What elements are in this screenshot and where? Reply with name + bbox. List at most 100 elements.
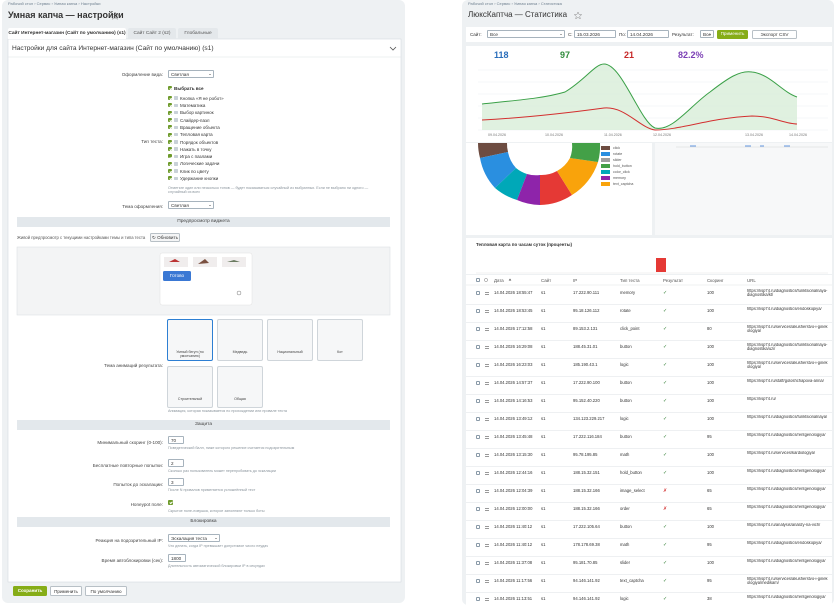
row-menu[interactable]: [485, 291, 489, 295]
checkbox[interactable]: [476, 278, 480, 282]
checkbox[interactable]: [168, 139, 172, 144]
checkbox[interactable]: [476, 327, 480, 331]
url-link[interactable]: https://lisp74.ru/diagnostics/rentgenolo…: [747, 594, 826, 599]
row-menu[interactable]: [485, 507, 489, 511]
checkbox[interactable]: [476, 597, 480, 601]
checkbox[interactable]: [476, 363, 480, 367]
checkbox[interactable]: [168, 110, 172, 115]
url-link[interactable]: https://lisp74.ru/diagnostics/funktsiona…: [747, 288, 828, 298]
mascot-option[interactable]: [167, 319, 213, 361]
select[interactable]: Светлая: [168, 201, 214, 209]
row-menu[interactable]: [485, 579, 489, 583]
text-input[interactable]: 70: [168, 436, 184, 444]
button[interactable]: Применить: [717, 30, 748, 39]
checkbox[interactable]: [168, 161, 172, 166]
url-link[interactable]: https://lisp74.ru/diagnostics/rentgenolo…: [747, 432, 826, 437]
text-input[interactable]: 3: [168, 478, 184, 486]
row-menu[interactable]: [485, 597, 489, 601]
mascot-option[interactable]: [267, 319, 313, 361]
checkbox[interactable]: [168, 96, 172, 100]
table-cell: s1: [541, 542, 546, 547]
text-input[interactable]: 15.03.2026: [574, 30, 616, 38]
mascot-option[interactable]: [317, 319, 363, 361]
row-menu[interactable]: [485, 543, 489, 547]
button[interactable]: ↻ Обновить: [150, 233, 180, 242]
checkbox[interactable]: [168, 154, 172, 159]
row-menu[interactable]: [485, 345, 489, 349]
url-link[interactable]: https://lisp74.ru/services/akusherstvo-i…: [747, 576, 828, 586]
checkbox[interactable]: [168, 132, 172, 137]
select[interactable]: Светлая: [168, 70, 214, 78]
url-link[interactable]: https://lisp74.ru/diagnostics/rentgenolo…: [747, 486, 826, 491]
checkbox[interactable]: [476, 435, 480, 439]
url-link[interactable]: https://lisp74.ru/diagnostics/rentgenolo…: [747, 504, 826, 509]
checkbox[interactable]: [476, 417, 480, 421]
checkbox[interactable]: [476, 543, 480, 547]
checkbox[interactable]: [168, 117, 172, 122]
checkbox[interactable]: [476, 489, 480, 493]
url-link[interactable]: https://lisp74.ru/diagnostics/funktsiona…: [747, 342, 828, 352]
url-link[interactable]: https://lisp74.ru/services/kardiologiya/: [747, 450, 816, 455]
tab[interactable]: Глобальные: [178, 28, 218, 39]
url-link[interactable]: https://lisp74.ru/: [747, 396, 776, 401]
button[interactable]: Сохранить: [13, 586, 47, 596]
checkbox[interactable]: [168, 147, 172, 152]
row-menu[interactable]: [485, 525, 489, 529]
checkbox[interactable]: [476, 453, 480, 457]
row-menu[interactable]: [485, 489, 489, 493]
checkbox[interactable]: [168, 500, 173, 505]
url-link[interactable]: https://lisp74.ru/staff/goloshchapova-an…: [747, 378, 824, 383]
checkbox[interactable]: [168, 86, 172, 90]
select[interactable]: Все: [700, 30, 714, 38]
row-menu[interactable]: [485, 417, 489, 421]
mascot-option[interactable]: [217, 366, 263, 408]
checkbox[interactable]: [168, 125, 172, 130]
checkbox[interactable]: [476, 345, 480, 349]
tab[interactable]: Сайт Интернет-магазин (Сайт по умолчанию…: [8, 28, 126, 39]
checkbox[interactable]: [168, 176, 172, 181]
url-link[interactable]: https://lisp74.ru/analysis/analizy-na-vi…: [747, 522, 821, 527]
row-menu[interactable]: [485, 327, 489, 331]
checkbox[interactable]: [476, 561, 480, 565]
tab[interactable]: Сайт Сайт 2 (s2): [128, 28, 176, 39]
url-link[interactable]: https://lisp74.ru/diagnostics/endoskopiy…: [747, 540, 822, 545]
checkbox[interactable]: [476, 507, 480, 511]
checkbox[interactable]: [476, 291, 480, 295]
url-link[interactable]: https://lisp74.ru/diagnostics/rentgenolo…: [747, 558, 826, 563]
row-menu[interactable]: [485, 561, 489, 565]
text-input[interactable]: 1800: [168, 554, 186, 562]
row-menu[interactable]: [485, 453, 489, 457]
checkbox[interactable]: [476, 471, 480, 475]
row-menu[interactable]: [485, 381, 489, 385]
text-input[interactable]: 2: [168, 459, 184, 467]
checkbox[interactable]: [476, 381, 480, 385]
row-menu[interactable]: [485, 471, 489, 475]
checkbox[interactable]: [168, 169, 172, 173]
checkbox[interactable]: [168, 103, 172, 108]
checkbox[interactable]: [476, 309, 480, 313]
row-menu[interactable]: [485, 309, 489, 313]
button[interactable]: Экспорт CSV: [752, 30, 797, 39]
checkbox[interactable]: [476, 399, 480, 403]
url-link[interactable]: https://lisp74.ru/diagnostics/rentgenolo…: [747, 468, 826, 473]
url-link[interactable]: https://lisp74.ru/services/akusherstvo-i…: [747, 360, 828, 370]
button[interactable]: Готово: [163, 271, 191, 281]
button[interactable]: Применить: [50, 586, 82, 596]
select[interactable]: Эскалация теста: [168, 534, 220, 542]
url-link[interactable]: https://lisp74.ru/diagnostics/endoskopiy…: [747, 306, 822, 311]
row-menu[interactable]: [485, 399, 489, 403]
row-menu[interactable]: [485, 363, 489, 367]
mascot-option[interactable]: [167, 366, 213, 408]
select[interactable]: Все: [487, 30, 565, 38]
url-link[interactable]: https://lisp74.ru/services/akusherstvo-i…: [747, 324, 828, 334]
column-header[interactable]: Дата: [494, 278, 504, 283]
legend-swatch: [601, 176, 610, 180]
button[interactable]: По умолчанию: [85, 586, 127, 596]
text-input[interactable]: 14.04.2026: [627, 30, 669, 38]
checkbox[interactable]: [476, 525, 480, 529]
row-menu[interactable]: [485, 435, 489, 439]
checkbox[interactable]: [476, 579, 480, 583]
mascot-option[interactable]: [217, 319, 263, 361]
url-link[interactable]: https://lisp74.ru/diagnostics/funktsiona…: [747, 414, 828, 419]
table-cell: text_captcha: [620, 578, 644, 583]
